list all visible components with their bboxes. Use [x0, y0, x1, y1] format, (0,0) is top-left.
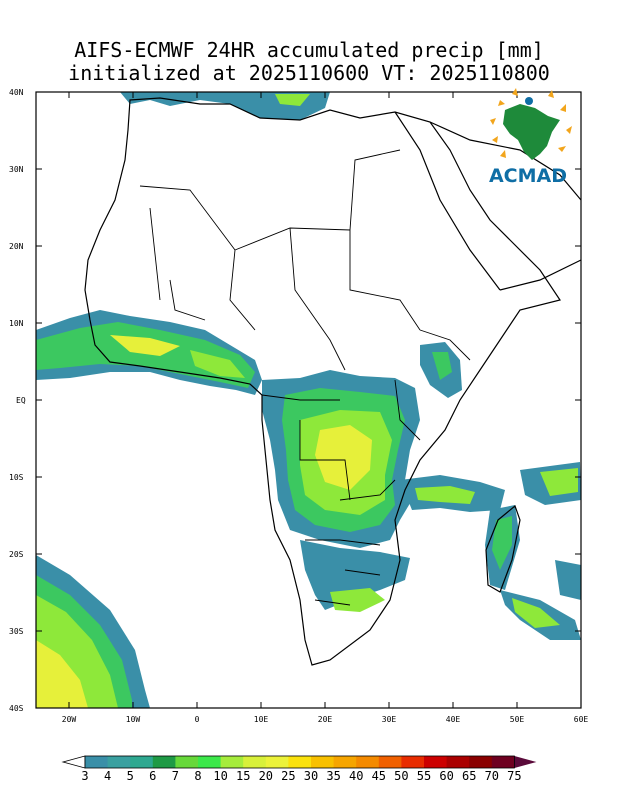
- red-sea-coast: [394, 111, 501, 291]
- colorbar-cell: [107, 756, 131, 768]
- colorbar-label: 10: [213, 769, 227, 783]
- colorbar: 3 4 5 6 7 8 10 15 20 25 30 35 40 45 50 55 60 65 70 75: [61, 755, 537, 783]
- lat-label-10n: 10N: [9, 319, 24, 328]
- colorbar-cell: [130, 756, 154, 768]
- lat-label-20s: 20S: [9, 550, 24, 559]
- lon-label-60e: 60E: [574, 715, 589, 724]
- madagascar-coastline: [485, 504, 521, 593]
- precip-mediterranean-core: [275, 94, 310, 106]
- precip-south-atlantic-yellow: [36, 640, 88, 708]
- lat-label-10s: 10S: [9, 473, 24, 482]
- colorbar-cell: [469, 756, 493, 768]
- africa-coastline: [84, 97, 561, 666]
- lon-label-10e: 10E: [254, 715, 269, 724]
- colorbar-left-triangle: [61, 755, 86, 769]
- precip-west-africa-yellow: [110, 335, 180, 356]
- colorbar-label: 65: [462, 769, 476, 783]
- precip-field: [36, 92, 581, 708]
- colorbar-label: 5: [127, 769, 134, 783]
- colorbar-label: 4: [104, 769, 111, 783]
- colorbar-outline: [84, 755, 515, 769]
- colorbar-label: 25: [281, 769, 295, 783]
- colorbar-cell: [333, 756, 357, 768]
- colorbar-cell: [311, 756, 334, 768]
- colorbar-cell: [446, 756, 470, 768]
- lon-label-20w: 20W: [62, 715, 77, 724]
- lat-label-30s: 30S: [9, 627, 24, 636]
- lat-ticks: [36, 91, 581, 709]
- lon-label-20e: 20E: [318, 715, 333, 724]
- colorbar-label: 70: [485, 769, 499, 783]
- acmad-logo: ACMAD: [489, 88, 572, 187]
- lon-label-50e: 50E: [510, 715, 525, 724]
- colorbar-cell: [265, 756, 289, 768]
- lon-label-10w: 10W: [126, 715, 141, 724]
- map-title-line-1: AIFS-ECMWF 24HR accumulated precip [mm]: [74, 38, 544, 62]
- colorbar-cell: [378, 756, 402, 768]
- colorbar-label: 6: [149, 769, 156, 783]
- lat-label-40n: 40N: [9, 88, 24, 97]
- colorbar-label: 15: [236, 769, 250, 783]
- colorbar-label: 7: [172, 769, 179, 783]
- colorbar-cell: [152, 756, 176, 768]
- colorbar-label: 60: [439, 769, 453, 783]
- logo-sun-rays: [490, 88, 572, 158]
- precip-east-africa-core: [432, 352, 452, 380]
- colorbar-cell: [175, 756, 199, 768]
- precip-indian-ocean-east: [555, 560, 581, 600]
- lat-label-30n: 30N: [9, 165, 24, 174]
- colorbar-cell: [401, 756, 425, 768]
- map-title-line-2: initialized at 2025110600 VT: 2025110800: [68, 61, 550, 85]
- colorbar-label: 45: [372, 769, 386, 783]
- logo-raindrop-icon: [525, 97, 533, 105]
- colorbar-label: 35: [326, 769, 340, 783]
- colorbar-cell: [243, 756, 267, 768]
- arabian-peninsula: [429, 121, 581, 291]
- lon-label-30e: 30E: [382, 715, 397, 724]
- colorbar-cell: [491, 756, 515, 768]
- colorbar-label: 3: [81, 769, 88, 783]
- colorbar-cell: [220, 756, 244, 768]
- precip-southern-africa-core: [330, 588, 385, 612]
- colorbar-label: 50: [394, 769, 408, 783]
- lat-label-20n: 20N: [9, 242, 24, 251]
- lat-label-40s: 40S: [9, 704, 24, 713]
- lat-label-eq: EQ: [16, 396, 26, 405]
- colorbar-label: 8: [194, 769, 201, 783]
- colorbar-cell: [424, 756, 447, 768]
- logo-text: ACMAD: [489, 165, 567, 187]
- precip-southern-africa: [300, 540, 410, 610]
- colorbar-cell: [198, 756, 221, 768]
- lon-label-40e: 40E: [446, 715, 461, 724]
- colorbar-cell: [85, 756, 108, 768]
- colorbar-label: 20: [259, 769, 273, 783]
- precip-west-africa-lime: [190, 350, 245, 378]
- colorbar-label: 55: [417, 769, 431, 783]
- precip-west-africa-green: [36, 322, 255, 388]
- precip-indian-ocean-core: [540, 468, 578, 496]
- colorbar-label: 75: [507, 769, 521, 783]
- colorbar-cell: [288, 756, 312, 768]
- borders: [139, 149, 471, 606]
- logo-africa-icon: [503, 104, 560, 160]
- colorbar-cell: [356, 756, 380, 768]
- lon-label-0: 0: [195, 715, 200, 724]
- precip-mozambique-channel-core: [415, 486, 475, 504]
- coastlines: [84, 97, 581, 666]
- colorbar-label: 30: [304, 769, 318, 783]
- colorbar-right-triangle: [514, 756, 537, 768]
- precip-congo-basin-yellow: [315, 425, 372, 490]
- precip-indian-ocean-south-core: [512, 598, 560, 628]
- precip-madagascar-core: [492, 516, 512, 570]
- colorbar-label: 40: [349, 769, 363, 783]
